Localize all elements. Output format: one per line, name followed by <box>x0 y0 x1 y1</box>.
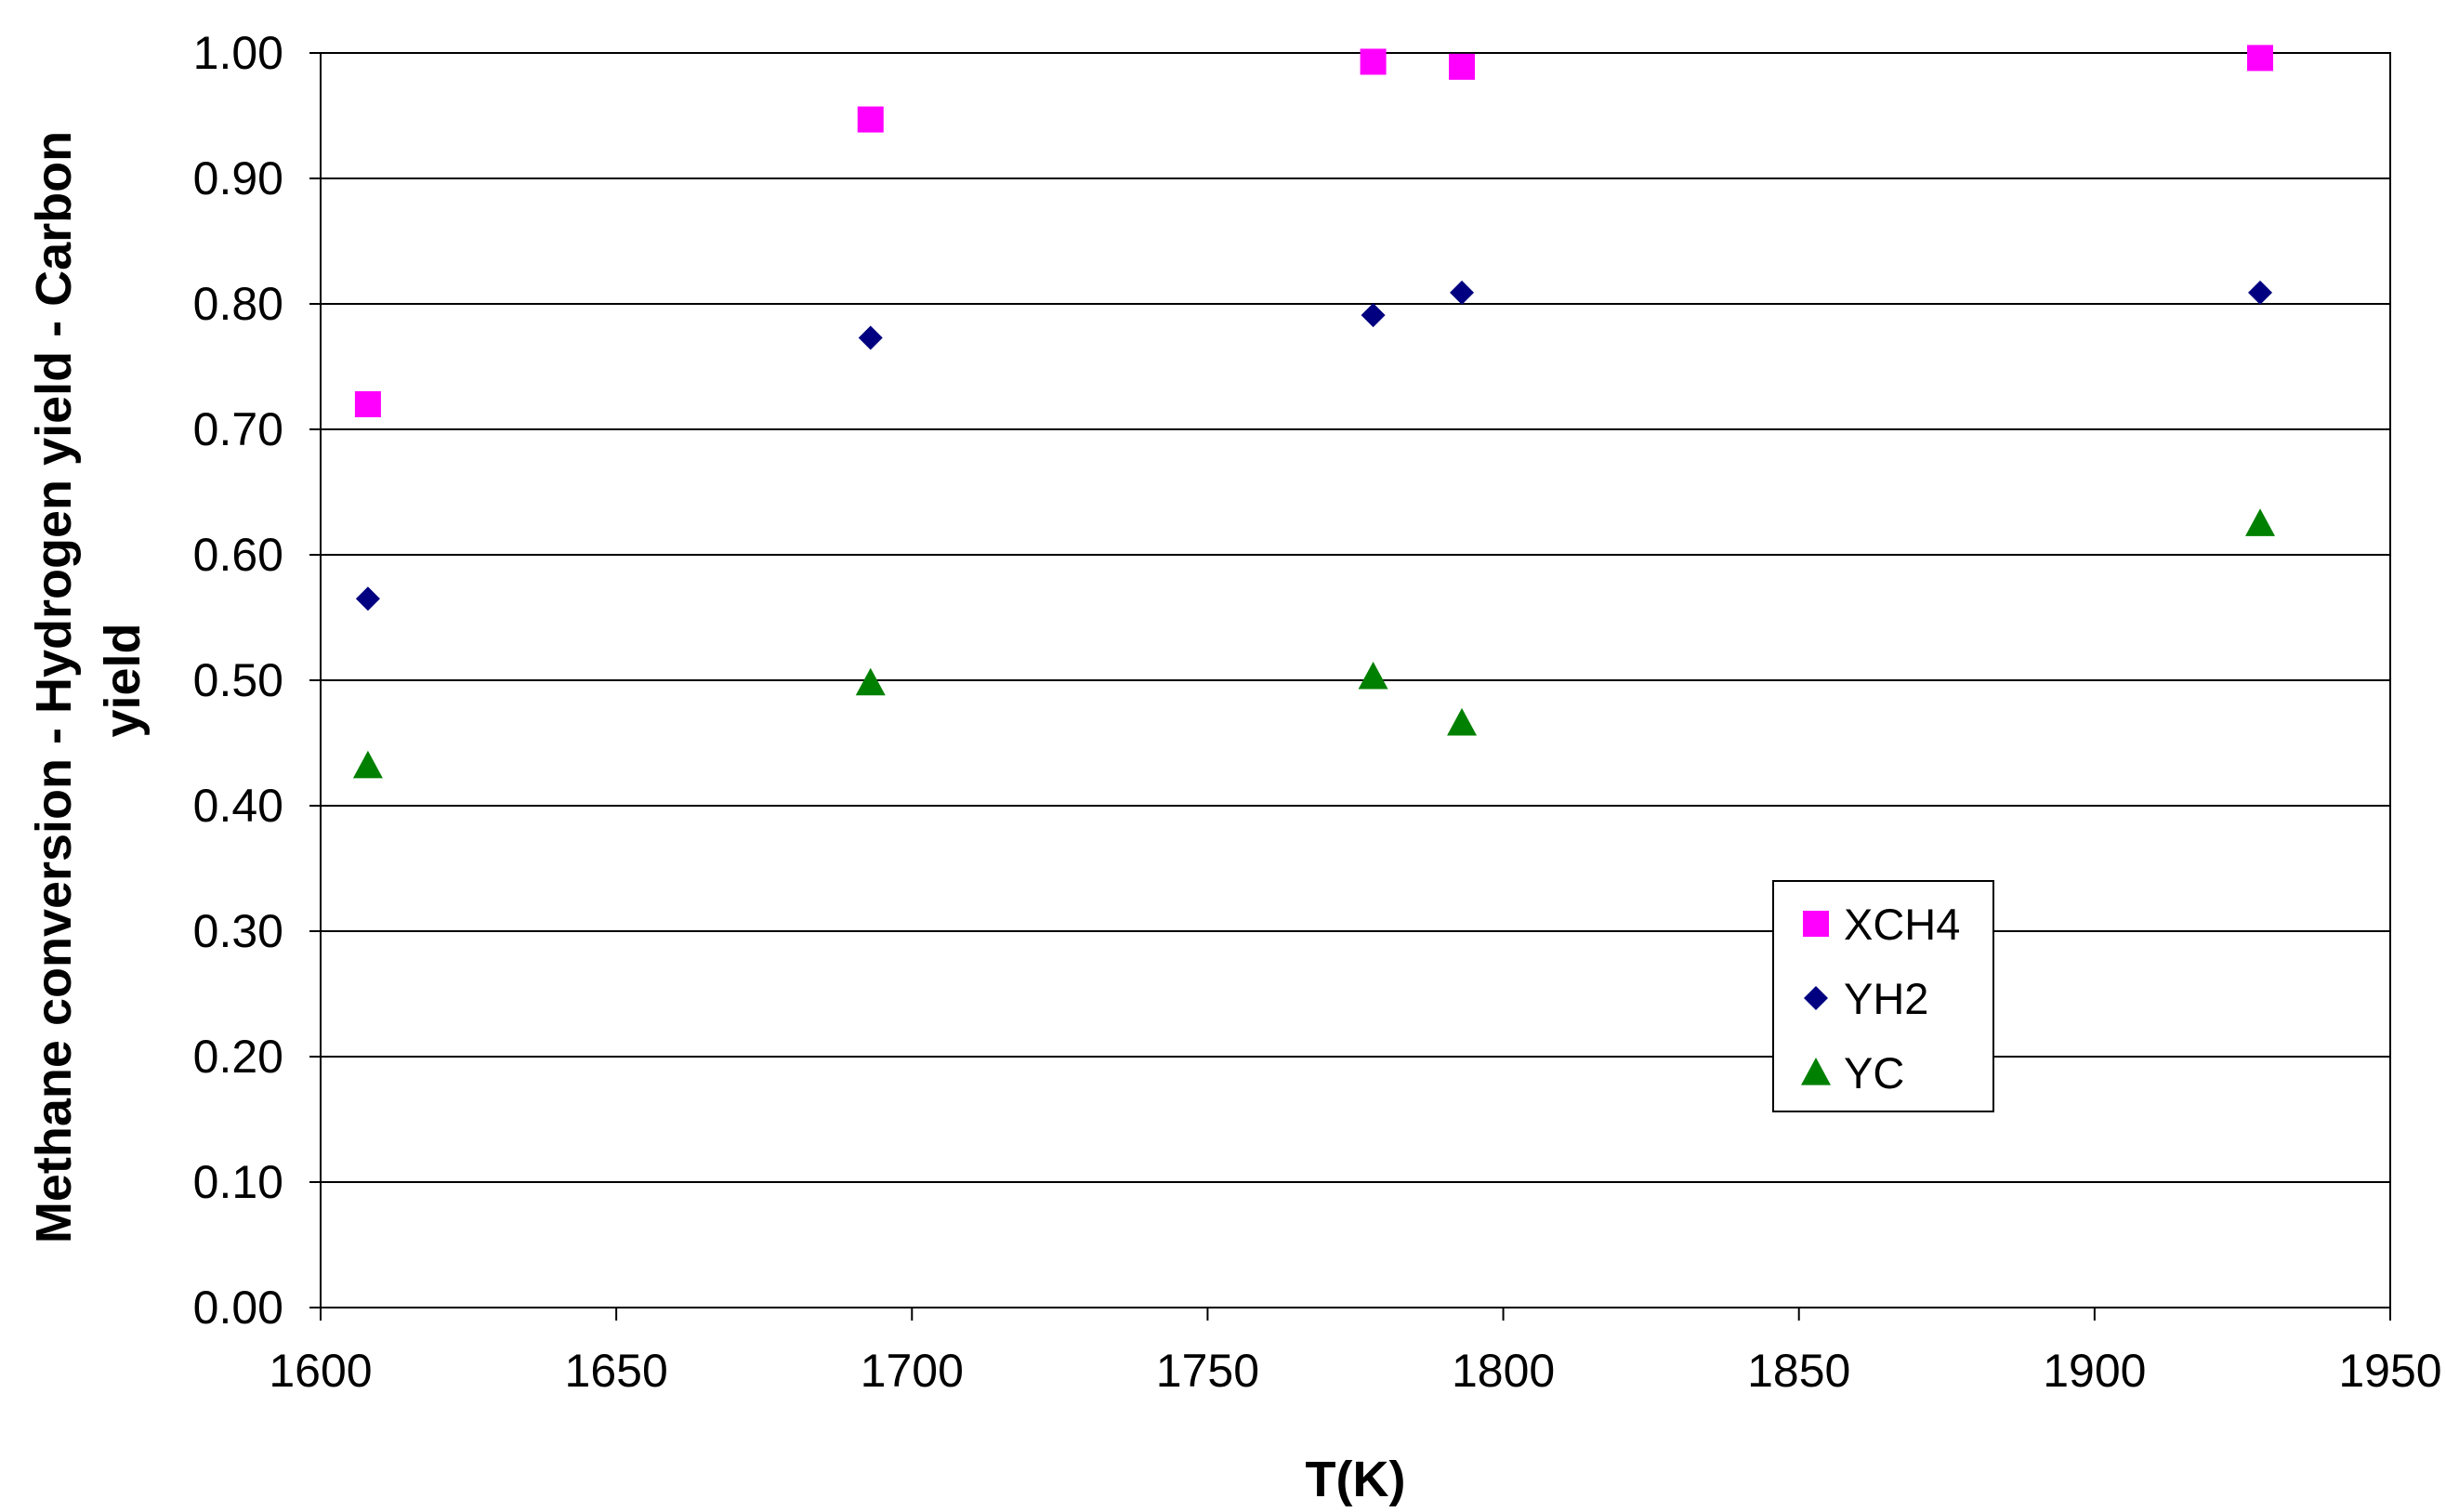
y-axis: 0.00 0.10 0.20 0.30 0.40 0.50 0.60 0.70 0.80 0.90… <box>193 27 321 1334</box>
data-point-yc <box>855 667 886 696</box>
legend-item-yh2: YH2 <box>1804 974 1928 1023</box>
y-tick-label: 0.20 <box>193 1031 283 1083</box>
x-tick-label: 1900 <box>2043 1345 2146 1397</box>
data-point-xch4 <box>857 106 884 133</box>
x-tick-label: 1700 <box>861 1345 964 1397</box>
y-tick-label: 0.70 <box>193 403 283 455</box>
data-point-xch4 <box>354 391 381 417</box>
data-point-yc <box>1358 661 1388 690</box>
y-tick-label: 1.00 <box>193 27 283 79</box>
x-axis-title: T(K) <box>1306 1452 1406 1507</box>
series-yc <box>352 508 2276 779</box>
data-point-yh2 <box>2248 280 2273 305</box>
y-tick-label: 0.40 <box>193 780 283 832</box>
x-tick-label: 1750 <box>1156 1345 1259 1397</box>
data-points <box>352 45 2276 779</box>
legend-label: YH2 <box>1844 974 1928 1023</box>
x-axis: 1600 1650 1700 1750 1800 1850 1900 1950 <box>269 1308 2442 1397</box>
y-axis-title-line-2: yield <box>95 623 151 737</box>
y-tick-label: 0.80 <box>193 278 283 330</box>
y-tick-label: 0.60 <box>193 529 283 581</box>
legend-label: YC <box>1844 1048 1904 1098</box>
x-tick-label: 1800 <box>1452 1345 1555 1397</box>
data-point-yc <box>1447 707 1478 736</box>
x-tick-label: 1950 <box>2338 1345 2441 1397</box>
data-point-yc <box>2245 508 2276 536</box>
series-xch4 <box>354 45 2274 417</box>
x-tick-label: 1850 <box>1747 1345 1850 1397</box>
legend-items: XCH4 YH2 YC <box>1801 900 1960 1098</box>
data-point-xch4 <box>1360 48 1387 75</box>
data-point-yh2 <box>858 325 883 350</box>
legend-marker-yc <box>1801 1058 1831 1085</box>
legend-marker-yh2 <box>1804 986 1828 1010</box>
y-axis-title-line-1: Methane conversion - Hydrogen yield - Ca… <box>26 131 82 1243</box>
x-tick-label: 1600 <box>269 1345 372 1397</box>
legend-item-xch4: XCH4 <box>1803 900 1960 949</box>
legend-item-yc: YC <box>1801 1048 1904 1098</box>
y-tick-label: 0.10 <box>193 1156 283 1208</box>
data-point-yh2 <box>1361 303 1386 328</box>
legend-label: XCH4 <box>1844 900 1960 949</box>
y-tick-label: 0.00 <box>193 1282 283 1334</box>
series-yh2 <box>355 280 2273 611</box>
x-tick-label: 1650 <box>565 1345 668 1397</box>
y-tick-label: 0.90 <box>193 152 283 204</box>
data-point-yc <box>352 750 383 779</box>
legend: XCH4 YH2 YC <box>1772 880 1994 1112</box>
data-point-xch4 <box>1449 53 1476 80</box>
legend-marker-xch4 <box>1803 911 1829 937</box>
data-point-yh2 <box>1450 280 1475 305</box>
data-point-xch4 <box>2247 45 2274 72</box>
y-tick-label: 0.50 <box>193 654 283 706</box>
data-point-yh2 <box>355 586 380 611</box>
y-axis-title: Methane conversion - Hydrogen yield - Ca… <box>26 117 151 1243</box>
y-tick-label: 0.30 <box>193 905 283 957</box>
